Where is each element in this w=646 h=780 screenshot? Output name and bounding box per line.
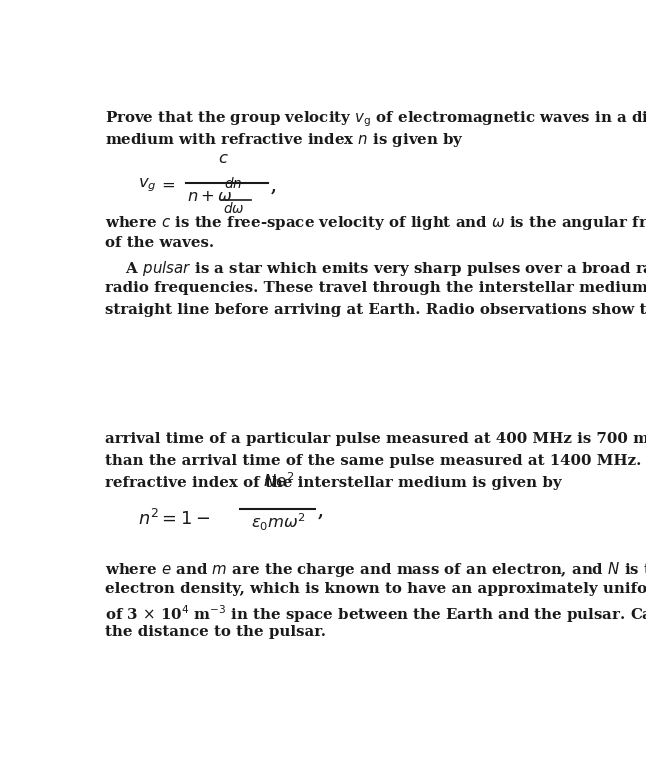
Text: arrival time of a particular pulse measured at 400 MHz is 700 ms later: arrival time of a particular pulse measu… [105, 432, 646, 445]
Text: $v_g$: $v_g$ [138, 176, 157, 193]
Text: $n^2 = 1 -$: $n^2 = 1 -$ [138, 509, 211, 529]
Text: the distance to the pulsar.: the distance to the pulsar. [105, 626, 326, 640]
Text: of 3 $\times$ 10$^4$ m$^{-3}$ in the space between the Earth and the pulsar. Cal: of 3 $\times$ 10$^4$ m$^{-3}$ in the spa… [105, 604, 646, 626]
Text: ,: , [318, 504, 323, 521]
Text: $d\omega$: $d\omega$ [223, 200, 244, 216]
Text: $n + \omega$: $n + \omega$ [187, 188, 233, 205]
Text: electron density, which is known to have an approximately uniform value: electron density, which is known to have… [105, 582, 646, 596]
Text: where $c$ is the free-space velocity of light and $\omega$ is the angular freque: where $c$ is the free-space velocity of … [105, 214, 646, 232]
Text: refractive index of the interstellar medium is given by: refractive index of the interstellar med… [105, 476, 561, 490]
Text: ,: , [271, 179, 276, 196]
Text: A $\it{pulsar}$ is a star which emits very sharp pulses over a broad range of: A $\it{pulsar}$ is a star which emits ve… [105, 259, 646, 278]
Text: $=$: $=$ [158, 176, 176, 193]
Text: medium with refractive index $n$ is given by: medium with refractive index $n$ is give… [105, 131, 464, 149]
Text: $c$: $c$ [218, 151, 229, 167]
Text: $Ne^2$: $Ne^2$ [263, 472, 294, 491]
Text: $dn$: $dn$ [224, 176, 243, 191]
Text: $\varepsilon_0 m\omega^2$: $\varepsilon_0 m\omega^2$ [251, 512, 306, 533]
Text: than the arrival time of the same pulse measured at 1400 MHz. The: than the arrival time of the same pulse … [105, 454, 646, 468]
Text: Prove that the group velocity $v_{\rm g}$ of electromagnetic waves in a dispersi: Prove that the group velocity $v_{\rm g}… [105, 109, 646, 129]
Text: of the waves.: of the waves. [105, 236, 214, 250]
Text: where $e$ and $m$ are the charge and mass of an electron, and $N$ is the: where $e$ and $m$ are the charge and mas… [105, 560, 646, 579]
Text: radio frequencies. These travel through the interstellar medium in a: radio frequencies. These travel through … [105, 281, 646, 295]
Text: straight line before arriving at Earth. Radio observations show that the: straight line before arriving at Earth. … [105, 303, 646, 317]
